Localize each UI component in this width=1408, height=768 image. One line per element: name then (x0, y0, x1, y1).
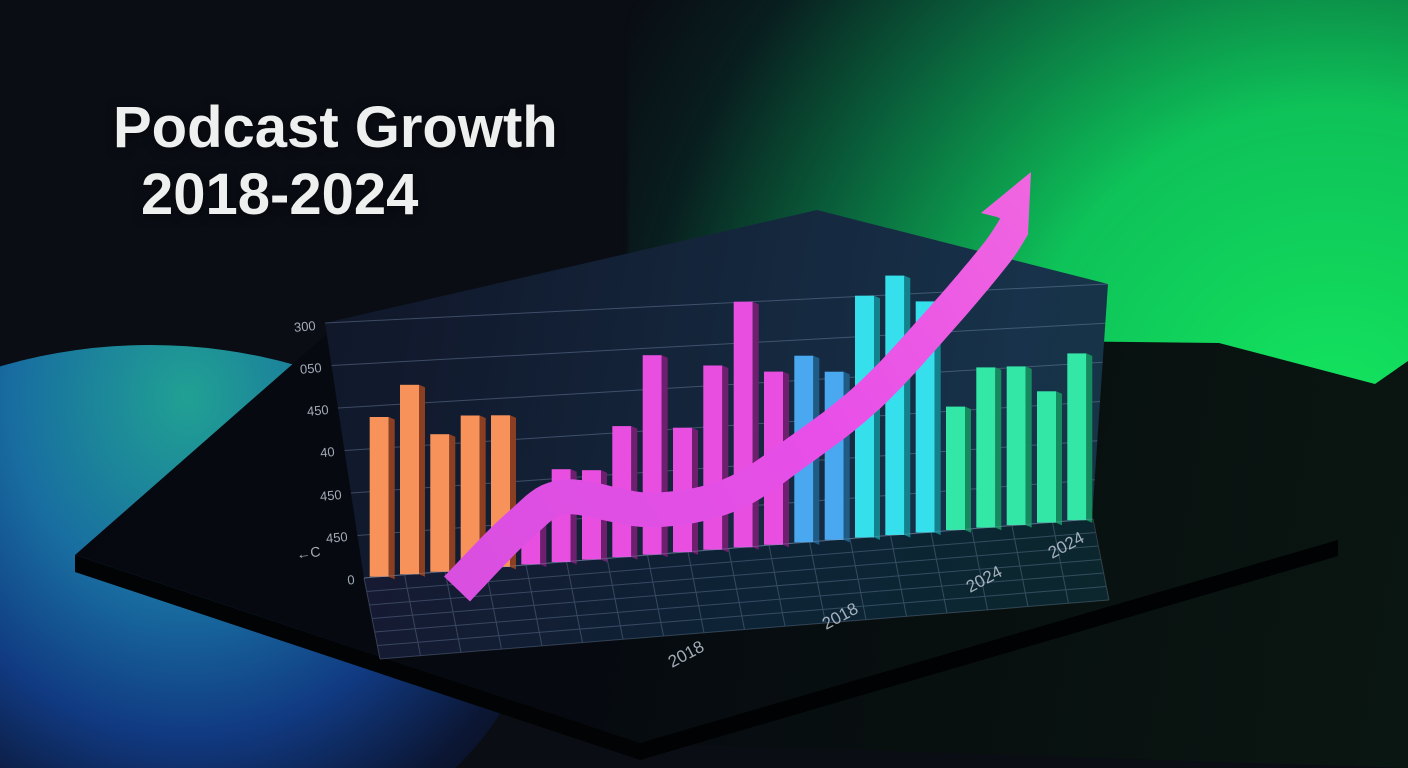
svg-text:300: 300 (293, 318, 316, 335)
svg-text:2018: 2018 (819, 599, 861, 634)
svg-text:050: 050 (299, 360, 322, 377)
svg-text:40: 40 (320, 444, 336, 460)
svg-text:450: 450 (306, 402, 329, 419)
svg-text:0: 0 (347, 572, 356, 588)
svg-text:2024: 2024 (1045, 528, 1087, 563)
svg-text:450: 450 (325, 529, 348, 546)
svg-text:450: 450 (319, 487, 342, 504)
svg-text:←C: ←C (295, 543, 321, 562)
svg-text:2018: 2018 (665, 637, 707, 672)
